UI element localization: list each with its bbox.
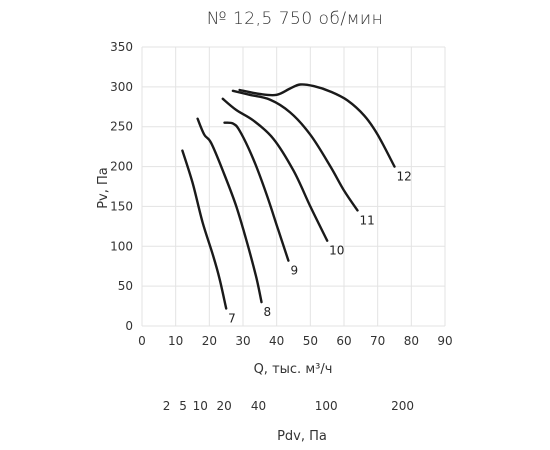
- series-curve-7: [181, 149, 228, 310]
- grid: [141, 46, 446, 327]
- secondary-tick-label: 2: [163, 399, 171, 413]
- secondary-tick-label: 200: [391, 399, 414, 413]
- x-tick-label: 60: [336, 334, 351, 348]
- y-tick-label: 200: [110, 160, 133, 174]
- secondary-tick-label: 100: [315, 399, 338, 413]
- x-tick-label: 50: [303, 334, 318, 348]
- x-tick-label: 70: [370, 334, 385, 348]
- y-tick-label: 0: [125, 319, 133, 333]
- series-curves: [181, 83, 396, 310]
- y-tick-label: 150: [110, 199, 133, 213]
- x-tick-label: 20: [202, 334, 217, 348]
- series-curve-9: [223, 121, 290, 262]
- series-labels: 7 8 9 10 11 12: [228, 170, 412, 326]
- secondary-tick-label: 5: [179, 399, 187, 413]
- y-tick-label: 250: [110, 120, 133, 134]
- series-label-10: 10: [329, 244, 344, 258]
- secondary-tick-label: 20: [217, 399, 232, 413]
- x-tick-label: 30: [235, 334, 250, 348]
- series-label-7: 7: [228, 311, 236, 325]
- x-tick-labels: 0 10 20 30 40 50 60 70 80 90: [138, 334, 452, 348]
- series-curve-12: [238, 83, 396, 168]
- y-tick-labels: 0 50 100 150 200 250 300 350: [110, 40, 133, 333]
- secondary-axis-label: Pdv, Па: [277, 429, 327, 444]
- x-tick-label: 40: [269, 334, 284, 348]
- x-tick-label: 0: [138, 334, 146, 348]
- secondary-tick-label: 40: [251, 399, 266, 413]
- y-tick-label: 100: [110, 239, 133, 253]
- series-curve-11: [231, 89, 359, 212]
- series-label-11: 11: [359, 213, 374, 227]
- x-tick-label: 90: [437, 334, 452, 348]
- chart-title: № 12,5 750 об/мин: [207, 9, 383, 29]
- y-tick-label: 50: [118, 279, 133, 293]
- series-label-9: 9: [290, 264, 298, 278]
- x-axis-label: Q, тыс. м³/ч: [254, 362, 333, 377]
- secondary-tick-label: 10: [193, 399, 208, 413]
- series-curve-8: [196, 117, 263, 304]
- series-label-12: 12: [397, 170, 412, 184]
- x-tick-label: 10: [168, 334, 183, 348]
- x-tick-label: 80: [404, 334, 419, 348]
- series-curve-10: [221, 97, 329, 242]
- series-label-8: 8: [264, 305, 272, 319]
- y-axis-label: Pv, Па: [96, 167, 111, 209]
- secondary-axis-ticks: 2 5 10 20 40 100 200: [163, 399, 414, 413]
- y-tick-label: 350: [110, 40, 133, 54]
- y-tick-label: 300: [110, 80, 133, 94]
